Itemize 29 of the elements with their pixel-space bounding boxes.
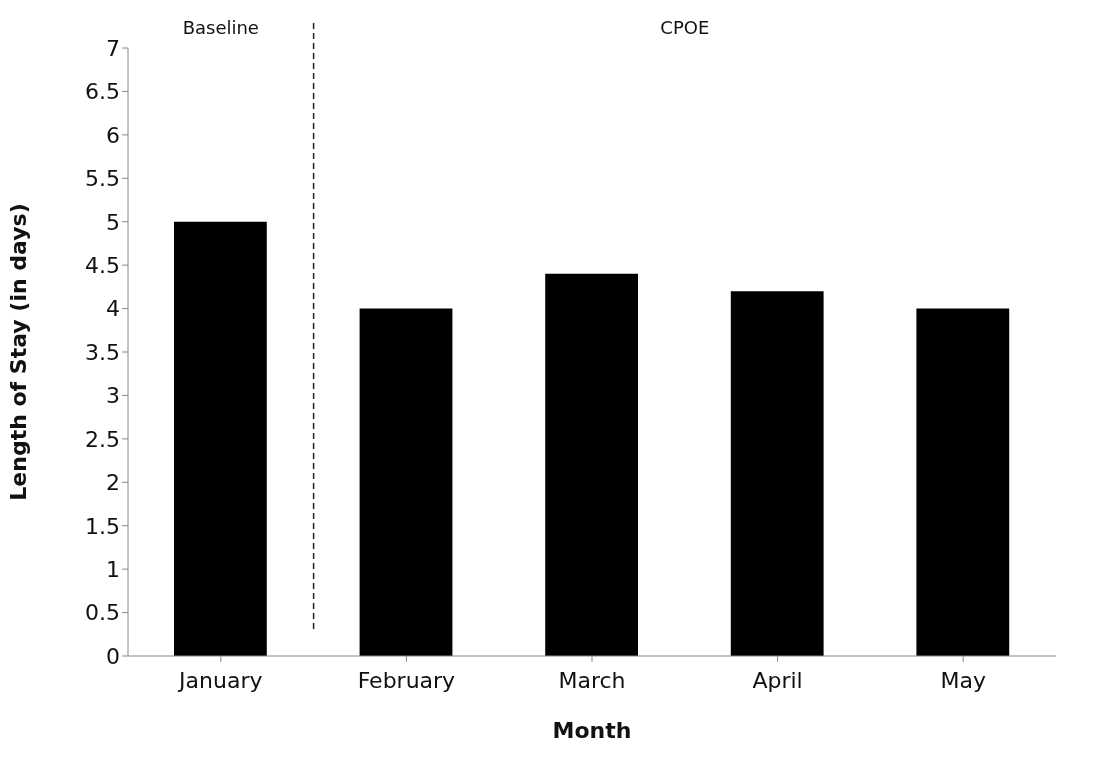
bar <box>545 273 638 656</box>
text: CPOE <box>660 17 710 38</box>
y-tick-label: 5 <box>106 209 120 235</box>
y-tick-label: 7 <box>106 35 120 61</box>
y-tick-label: 2 <box>106 470 120 496</box>
x-tick-label: February <box>357 667 456 693</box>
bar <box>916 308 1010 656</box>
y-tick-label: 3.5 <box>85 339 120 365</box>
y-tick-label: 5.5 <box>85 166 120 192</box>
x-tick-label: May <box>940 667 986 693</box>
x-tick-label: January <box>177 667 263 693</box>
y-tick-label: 0 <box>106 643 120 669</box>
bar <box>359 308 453 656</box>
bar <box>174 221 267 656</box>
text: Baseline <box>182 17 259 38</box>
bar <box>730 291 824 656</box>
y-tick-label: 1.5 <box>85 513 120 539</box>
x-axis-title: Month <box>552 718 632 743</box>
y-tick-label: 4.5 <box>85 252 120 278</box>
y-axis-title: Length of Stay (in days) <box>5 203 31 501</box>
y-tick-label: 2.5 <box>85 426 120 452</box>
y-tick-label: 1 <box>106 556 120 582</box>
y-tick-label: 6.5 <box>85 79 120 105</box>
y-tick-label: 0.5 <box>85 600 120 626</box>
x-tick-label: March <box>558 667 626 693</box>
x-tick-label: April <box>752 667 803 693</box>
y-tick-label: 6 <box>106 122 120 148</box>
y-tick-label: 4 <box>106 296 120 322</box>
y-tick-label: 3 <box>106 383 120 409</box>
